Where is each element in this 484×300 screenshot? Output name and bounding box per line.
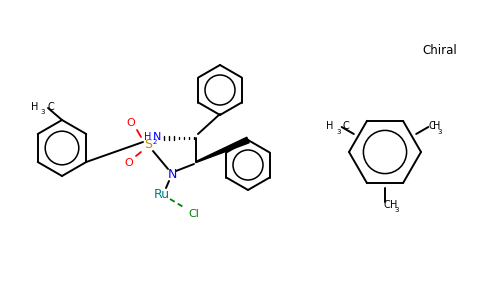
Text: 3: 3 [394,207,399,213]
Text: H: H [390,200,397,210]
Text: 3: 3 [336,128,341,134]
Text: 3: 3 [40,109,45,115]
Text: 2: 2 [152,139,157,145]
Text: H: H [144,132,151,142]
Text: H: H [433,121,440,131]
Text: 3: 3 [438,128,442,134]
Text: Ru: Ru [154,188,170,202]
Text: C: C [47,102,54,112]
Text: C: C [384,200,391,210]
Text: C: C [428,121,435,131]
Polygon shape [196,137,249,163]
Text: C: C [343,121,349,131]
Text: H: H [30,102,38,112]
Text: Cl: Cl [189,209,199,219]
Text: N: N [153,132,161,142]
Text: N: N [167,167,177,181]
Text: O: O [127,118,136,128]
Text: Chiral: Chiral [423,44,457,56]
Text: O: O [124,158,134,168]
Text: H: H [326,121,333,131]
Text: S: S [144,139,152,152]
